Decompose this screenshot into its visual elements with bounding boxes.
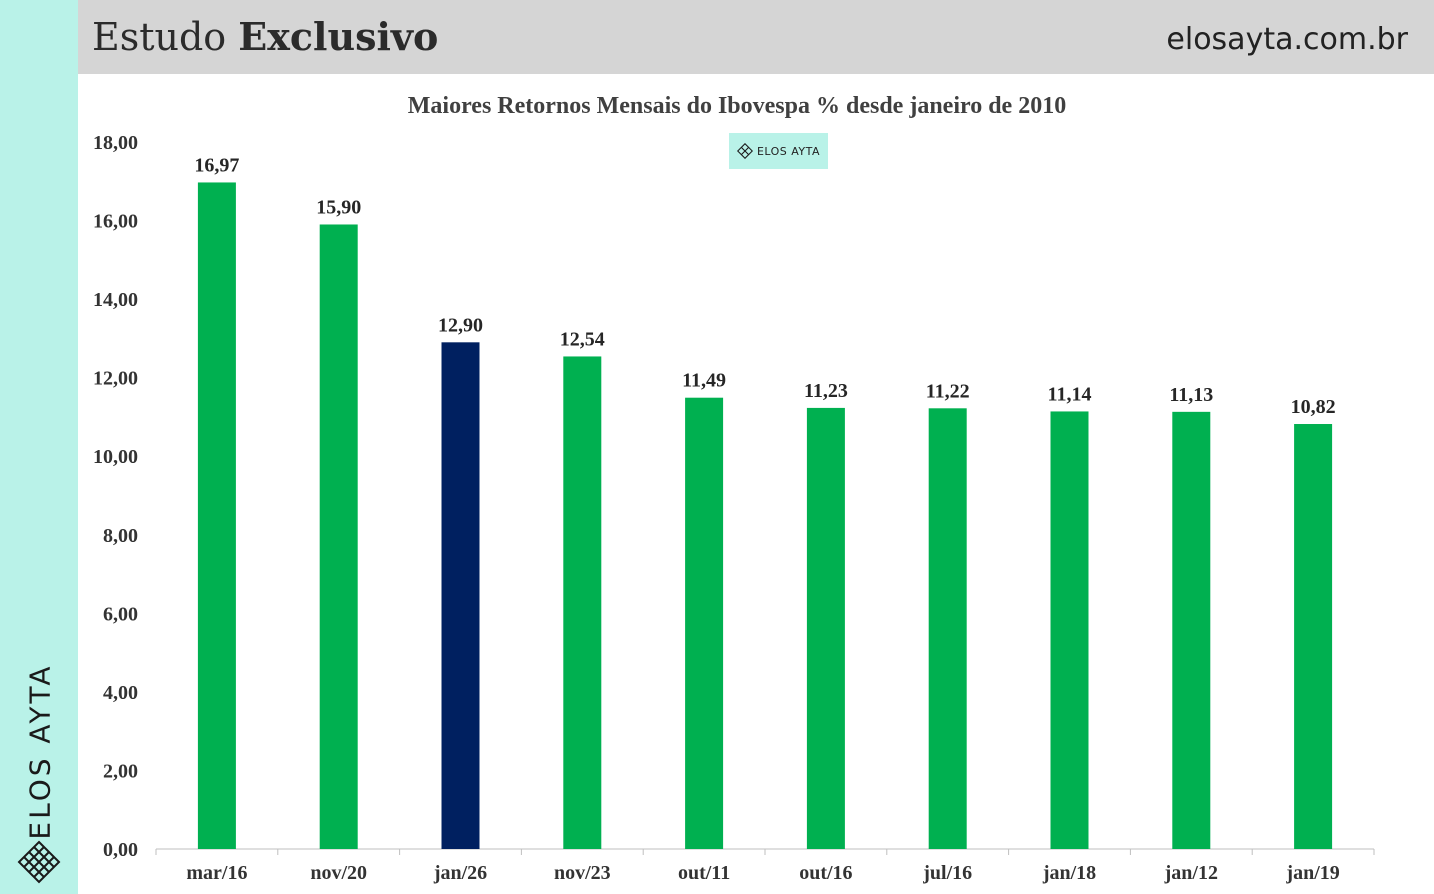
data-label: 11,49: [682, 370, 726, 392]
data-label: 12,54: [560, 328, 605, 350]
bar: [1050, 411, 1089, 849]
y-tick-label: 0,00: [103, 839, 138, 861]
bar: [197, 182, 236, 849]
data-label: 11,22: [926, 380, 970, 402]
data-label: 12,90: [438, 314, 483, 336]
x-tick-label: out/16: [799, 862, 852, 884]
data-label: 10,82: [1291, 396, 1336, 418]
site-url: elosayta.com.br: [1166, 22, 1408, 57]
y-tick-label: 18,00: [93, 132, 138, 154]
page-title: Estudo Exclusivo: [92, 14, 439, 59]
y-tick-label: 14,00: [93, 289, 138, 311]
bar: [563, 356, 602, 849]
bar: [1172, 411, 1211, 849]
x-tick-label: jan/18: [1042, 862, 1096, 884]
bar: [685, 397, 724, 849]
x-tick-label: out/11: [678, 862, 730, 884]
brand-sidebar: ELOS AYTA: [0, 0, 78, 894]
y-tick-label: 10,00: [93, 446, 138, 468]
y-tick-label: 4,00: [103, 682, 138, 704]
y-tick-label: 2,00: [103, 760, 138, 782]
data-label: 11,13: [1169, 384, 1213, 406]
x-tick-label: nov/20: [310, 862, 367, 884]
y-tick-label: 6,00: [103, 603, 138, 625]
bar-chart: 0,00 2,00 4,00 6,00 8,00 10,00 12,00 14,00 16,00…: [93, 132, 1375, 884]
x-tick-label: jul/16: [922, 862, 972, 884]
x-tick-label: mar/16: [186, 862, 247, 884]
sidebar-brand-text: ELOS AYTA: [23, 662, 57, 840]
data-label: 15,90: [316, 196, 361, 218]
x-tick-label: nov/23: [554, 862, 611, 884]
bar: [1294, 424, 1333, 849]
lattice-logo-icon: [736, 143, 753, 159]
x-tick-label: jan/12: [1164, 862, 1218, 884]
bar: [806, 407, 845, 849]
data-label: 16,97: [194, 154, 239, 176]
chart-title: Maiores Retornos Mensais do Ibovespa % d…: [407, 93, 1067, 119]
y-tick-label: 8,00: [103, 525, 138, 547]
data-label: 11,14: [1048, 383, 1092, 405]
bar: [928, 408, 967, 849]
bar: [441, 342, 480, 849]
brand-badge: ELOS AYTA: [729, 133, 828, 169]
y-tick-label: 12,00: [93, 368, 138, 390]
x-tick-label: jan/26: [433, 862, 487, 884]
data-label: 11,23: [804, 380, 848, 402]
x-tick-label: jan/19: [1285, 862, 1339, 884]
y-tick-label: 16,00: [93, 211, 138, 233]
bar: [319, 224, 358, 849]
header-bar: Estudo Exclusivo elosayta.com.br: [78, 0, 1434, 74]
lattice-logo-icon: [17, 840, 61, 884]
